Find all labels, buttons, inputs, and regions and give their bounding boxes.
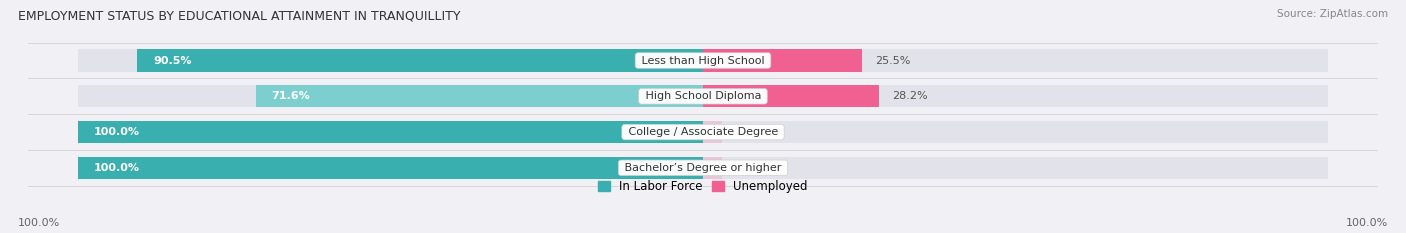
Bar bbox=[79, 85, 703, 107]
Text: 28.2%: 28.2% bbox=[891, 91, 928, 101]
Text: 100.0%: 100.0% bbox=[1346, 218, 1388, 228]
Text: High School Diploma: High School Diploma bbox=[641, 91, 765, 101]
Bar bbox=[79, 49, 703, 72]
Bar bbox=[703, 85, 1327, 107]
Bar bbox=[703, 157, 1327, 179]
Text: 100.0%: 100.0% bbox=[94, 127, 139, 137]
Text: EMPLOYMENT STATUS BY EDUCATIONAL ATTAINMENT IN TRANQUILLITY: EMPLOYMENT STATUS BY EDUCATIONAL ATTAINM… bbox=[18, 9, 461, 22]
Text: 100.0%: 100.0% bbox=[18, 218, 60, 228]
Text: 90.5%: 90.5% bbox=[153, 55, 191, 65]
Text: 25.5%: 25.5% bbox=[875, 55, 910, 65]
Bar bbox=[703, 157, 721, 179]
Bar bbox=[703, 85, 879, 107]
Text: 100.0%: 100.0% bbox=[94, 163, 139, 173]
Text: Less than High School: Less than High School bbox=[638, 55, 768, 65]
Bar bbox=[79, 157, 703, 179]
Bar bbox=[703, 121, 721, 143]
Bar bbox=[703, 49, 1327, 72]
Bar bbox=[703, 121, 1327, 143]
Text: Source: ZipAtlas.com: Source: ZipAtlas.com bbox=[1277, 9, 1388, 19]
Text: 71.6%: 71.6% bbox=[271, 91, 309, 101]
Bar bbox=[703, 49, 862, 72]
Bar bbox=[79, 157, 703, 179]
Text: 0.0%: 0.0% bbox=[734, 127, 762, 137]
Bar bbox=[256, 85, 703, 107]
Text: 0.0%: 0.0% bbox=[734, 163, 762, 173]
Text: College / Associate Degree: College / Associate Degree bbox=[624, 127, 782, 137]
Bar bbox=[79, 121, 703, 143]
Bar bbox=[79, 121, 703, 143]
Legend: In Labor Force, Unemployed: In Labor Force, Unemployed bbox=[593, 175, 813, 197]
Bar bbox=[138, 49, 703, 72]
Text: Bachelor’s Degree or higher: Bachelor’s Degree or higher bbox=[621, 163, 785, 173]
